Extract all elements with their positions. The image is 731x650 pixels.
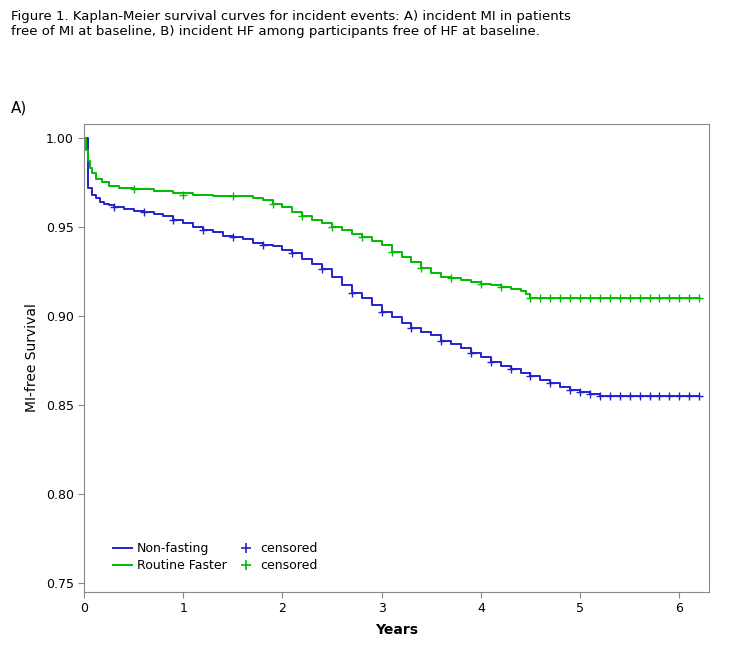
Point: [534, 292, 546, 303]
Point: [326, 222, 338, 232]
Point: [575, 387, 586, 397]
Legend: Non-fasting, Routine Faster, censored, censored: Non-fasting, Routine Faster, censored, c…: [109, 539, 321, 576]
Point: [545, 292, 556, 303]
Point: [604, 391, 616, 401]
X-axis label: Years: Years: [375, 623, 418, 637]
Point: [227, 191, 239, 202]
Point: [624, 391, 635, 401]
Point: [624, 292, 635, 303]
Point: [634, 391, 645, 401]
Point: [465, 348, 477, 358]
Point: [436, 335, 447, 346]
Point: [108, 202, 120, 213]
Point: [575, 292, 586, 303]
Point: [406, 323, 417, 333]
Point: [673, 292, 685, 303]
Point: [644, 391, 656, 401]
Point: [634, 292, 645, 303]
Point: [495, 282, 507, 293]
Point: [594, 292, 606, 303]
Point: [128, 184, 140, 194]
Point: [475, 278, 487, 289]
Point: [257, 239, 268, 250]
Point: [564, 385, 576, 396]
Point: [673, 391, 685, 401]
Point: [376, 307, 387, 317]
Point: [525, 371, 537, 382]
Point: [564, 292, 576, 303]
Point: [693, 391, 705, 401]
Point: [584, 389, 596, 399]
Point: [267, 198, 279, 209]
Point: [584, 292, 596, 303]
Point: [167, 214, 179, 225]
Point: [227, 232, 239, 242]
Text: A): A): [11, 101, 27, 116]
Point: [614, 391, 626, 401]
Point: [693, 292, 705, 303]
Point: [415, 263, 427, 273]
Point: [386, 246, 398, 257]
Point: [317, 264, 328, 274]
Point: [545, 378, 556, 389]
Point: [664, 292, 675, 303]
Point: [356, 232, 368, 242]
Point: [137, 207, 149, 218]
Point: [683, 292, 695, 303]
Point: [604, 292, 616, 303]
Point: [664, 391, 675, 401]
Point: [297, 211, 308, 221]
Point: [287, 248, 298, 259]
Point: [505, 364, 517, 374]
Point: [614, 292, 626, 303]
Point: [594, 391, 606, 401]
Point: [485, 357, 496, 367]
Point: [445, 273, 457, 283]
Point: [346, 287, 357, 298]
Point: [654, 292, 665, 303]
Point: [197, 225, 209, 235]
Point: [644, 292, 656, 303]
Point: [683, 391, 695, 401]
Point: [554, 292, 566, 303]
Point: [525, 292, 537, 303]
Text: Figure 1. Kaplan-Meier survival curves for incident events: A) incident MI in pa: Figure 1. Kaplan-Meier survival curves f…: [11, 10, 571, 38]
Y-axis label: MI-free Survival: MI-free Survival: [25, 303, 39, 412]
Point: [654, 391, 665, 401]
Point: [178, 190, 189, 200]
